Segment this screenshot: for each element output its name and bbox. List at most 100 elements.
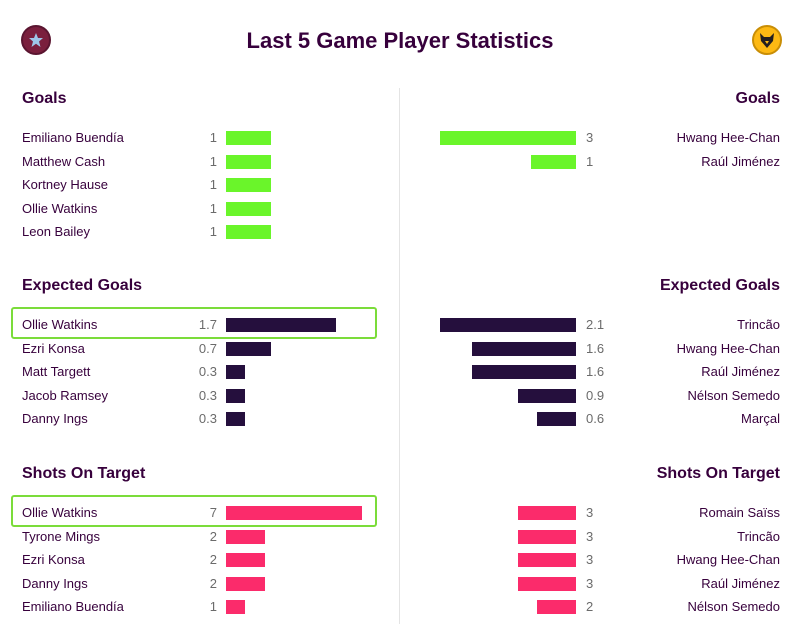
expected-goals-title-home: Expected Goals xyxy=(22,277,143,294)
stat-bar xyxy=(226,201,271,216)
player-name: Raúl Jiménez xyxy=(701,575,780,591)
stat-bar xyxy=(537,412,576,426)
player-name: Emiliano Buendía xyxy=(22,130,124,145)
stat-value: 7 xyxy=(209,505,217,520)
away-shots-on-target-row: 2 Nélson Semedo xyxy=(400,597,800,617)
stat-value: 2 xyxy=(209,528,217,544)
stat-bar xyxy=(440,131,576,145)
stat-value: 1.6 xyxy=(586,364,605,379)
stat-value: 3 xyxy=(586,528,594,544)
player-name: Ezri Konsa xyxy=(22,552,85,567)
aston-villa-star-icon xyxy=(21,25,51,55)
stat-bar xyxy=(440,318,576,332)
center-divider xyxy=(399,88,400,624)
highlight-box xyxy=(11,495,377,527)
away-shots-on-target-row: 3 Hwang Hee-Chan xyxy=(400,550,800,570)
stat-bar xyxy=(226,154,271,169)
player-name: Leon Bailey xyxy=(22,224,90,239)
stat-bar xyxy=(226,553,265,567)
stat-bar xyxy=(226,365,245,379)
stat-bar xyxy=(226,178,271,192)
stat-value: 2.1 xyxy=(586,317,605,332)
shots-on-target-title-home: Shots On Target xyxy=(22,465,146,482)
home-goals-row: Matthew Cash 1 xyxy=(0,152,400,172)
home-expected-goals-row: Ollie Watkins 1.7 xyxy=(0,315,400,335)
goals-title-home: Goals xyxy=(22,90,67,107)
home-shots-on-target-row: Danny Ings 2 xyxy=(0,574,400,594)
player-name: Nélson Semedo xyxy=(687,599,781,614)
away-expected-goals-row: 0.9 Nélson Semedo xyxy=(400,386,800,406)
header: Last 5 Game Player Statistics xyxy=(0,0,800,80)
goals-title-away: Goals xyxy=(735,90,780,107)
page-title: Last 5 Game Player Statistics xyxy=(246,28,554,53)
stat-value: 1.7 xyxy=(198,317,217,332)
player-name: Trincão xyxy=(737,317,780,332)
player-name: Ezri Konsa xyxy=(22,340,85,356)
player-name: Marçal xyxy=(740,411,780,426)
home-shots-on-target-row: Ollie Watkins 7 xyxy=(0,503,400,523)
stat-bar xyxy=(226,341,271,356)
stat-value: 0.6 xyxy=(586,411,605,426)
away-expected-goals-row: 1.6 Raúl Jiménez xyxy=(400,362,800,382)
stat-bar xyxy=(226,388,245,403)
away-goals-row: 3 Hwang Hee-Chan xyxy=(400,128,800,148)
stat-value: 1 xyxy=(209,130,217,145)
player-name: Trincão xyxy=(737,528,780,544)
expected-goals-title-away: Expected Goals xyxy=(659,277,780,294)
stat-bar xyxy=(226,225,271,239)
home-expected-goals-row: Jacob Ramsey 0.3 xyxy=(0,386,400,406)
player-name: Kortney Hause xyxy=(22,177,108,192)
stat-value: 0.9 xyxy=(586,387,605,403)
player-name: Ollie Watkins xyxy=(22,505,98,520)
away-shots-on-target-row: 3 Raúl Jiménez xyxy=(400,574,800,594)
stat-bar xyxy=(518,388,576,403)
stat-bar xyxy=(518,576,576,591)
stat-value: 1.6 xyxy=(586,340,605,356)
stat-bar xyxy=(472,341,576,356)
home-goals-row: Emiliano Buendía 1 xyxy=(0,128,400,148)
home-goals-row: Kortney Hause 1 xyxy=(0,175,400,195)
stat-value: 3 xyxy=(586,575,594,591)
stat-value: 2 xyxy=(586,599,594,614)
stat-bar xyxy=(537,600,576,614)
stat-value: 3 xyxy=(586,552,594,567)
player-name: Nélson Semedo xyxy=(687,387,781,403)
stat-value: 0.7 xyxy=(198,340,217,356)
player-name: Raúl Jiménez xyxy=(701,364,780,379)
player-name: Matt Targett xyxy=(22,364,91,379)
stat-value: 1 xyxy=(209,224,217,239)
stat-value: 1 xyxy=(586,153,594,169)
player-name: Romain Saïss xyxy=(699,505,780,520)
stat-bar xyxy=(226,576,265,591)
stat-bar xyxy=(226,131,271,145)
stat-value: 2 xyxy=(209,575,217,591)
stat-value: 1 xyxy=(209,153,217,169)
stat-bar xyxy=(226,529,265,544)
player-name: Emiliano Buendía xyxy=(22,599,124,614)
stat-value: 3 xyxy=(586,130,594,145)
stat-bar xyxy=(518,529,576,544)
highlight-box xyxy=(11,307,377,339)
stat-value: 3 xyxy=(586,505,594,520)
stat-value: 0.3 xyxy=(198,364,217,379)
player-name: Danny Ings xyxy=(22,575,88,591)
home-goals-row: Ollie Watkins 1 xyxy=(0,199,400,219)
stat-value: 1 xyxy=(209,200,217,216)
stat-value: 2 xyxy=(209,552,217,567)
player-name: Jacob Ramsey xyxy=(22,387,108,403)
away-shots-on-target-row: 3 Trincão xyxy=(400,527,800,547)
away-shots-on-target-row: 3 Romain Saïss xyxy=(400,503,800,523)
player-name: Matthew Cash xyxy=(22,153,106,169)
home-shots-on-target-row: Tyrone Mings 2 xyxy=(0,527,400,547)
player-name: Hwang Hee-Chan xyxy=(676,130,780,145)
away-goals-row: 1 Raúl Jiménez xyxy=(400,152,800,172)
stat-bar xyxy=(226,506,362,520)
stat-value: 0.3 xyxy=(198,411,217,426)
stat-bar xyxy=(531,154,576,169)
stat-value: 0.3 xyxy=(198,387,217,403)
away-expected-goals-row: 1.6 Hwang Hee-Chan xyxy=(400,339,800,359)
wolves-head-icon xyxy=(752,25,782,55)
player-name: Ollie Watkins xyxy=(22,317,98,332)
player-name: Hwang Hee-Chan xyxy=(676,340,780,356)
stat-bar xyxy=(472,365,576,379)
